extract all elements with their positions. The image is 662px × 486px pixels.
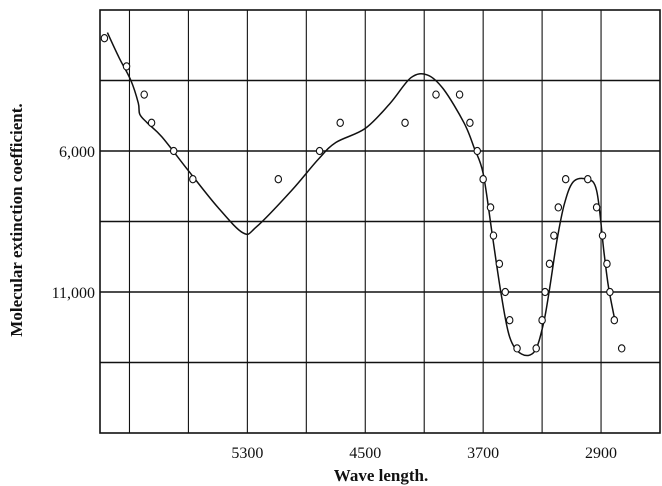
grid: [100, 10, 660, 433]
observed-point: [541, 287, 549, 297]
observed-point: [401, 118, 409, 127]
x-tick-label: 5300: [231, 445, 263, 462]
y-tick-label: 6,000: [59, 144, 95, 161]
x-tick-label: 2900: [585, 445, 617, 462]
y-axis-label: Molecular extinction coefficient.: [7, 103, 26, 336]
observed-point: [617, 344, 626, 353]
x-tick-label: 3700: [467, 445, 499, 462]
x-tick-label: 4500: [349, 445, 381, 462]
plot-frame: [99, 9, 661, 434]
observed-points: [100, 34, 626, 353]
observed-point: [274, 175, 283, 184]
observed-point: [432, 90, 440, 99]
observed-point: [598, 231, 607, 240]
observed-point: [561, 175, 570, 184]
observed-point: [122, 62, 131, 71]
observed-point: [501, 287, 510, 297]
observed-point: [140, 90, 148, 99]
observed-point: [489, 231, 498, 240]
y-tick-labels: 6,000 11,000: [52, 144, 95, 302]
observed-point: [610, 316, 619, 325]
fitted-curve: [106, 32, 616, 357]
observed-point: [606, 287, 614, 297]
observed-point: [550, 231, 558, 240]
observed-point: [532, 344, 540, 353]
observed-point: [466, 118, 474, 127]
observed-point: [592, 203, 601, 212]
y-tick-label: 11,000: [52, 285, 95, 302]
observed-point: [584, 175, 592, 184]
observed-point: [189, 175, 197, 184]
observed-point: [473, 146, 482, 156]
observed-point: [495, 259, 504, 268]
observed-point: [505, 316, 514, 325]
observed-point: [315, 146, 324, 156]
observed-point: [479, 175, 487, 184]
x-axis-label: Wave length.: [334, 466, 428, 485]
observed-point: [486, 203, 495, 212]
observed-point: [169, 146, 178, 156]
observed-point: [100, 34, 109, 43]
observed-point: [455, 90, 464, 99]
observed-point: [336, 118, 344, 127]
observed-point: [538, 316, 546, 325]
observed-point: [513, 344, 521, 353]
observed-point: [147, 118, 156, 127]
observed-point: [603, 259, 611, 268]
x-tick-labels: 5300 4500 3700 2900: [231, 445, 617, 462]
observed-point: [545, 259, 554, 268]
observed-point: [554, 203, 563, 212]
